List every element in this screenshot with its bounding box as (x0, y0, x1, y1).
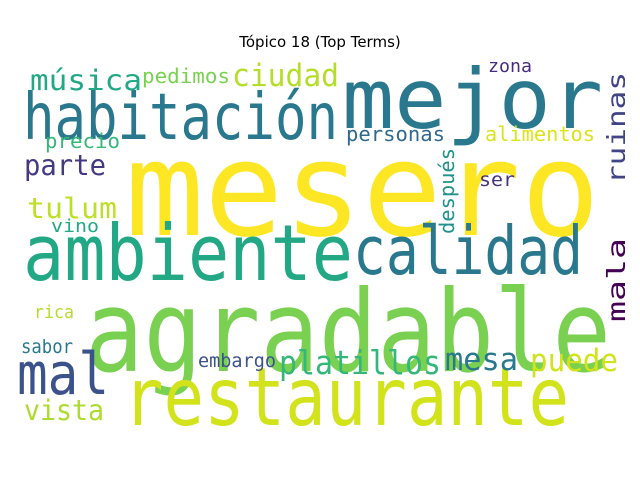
word-28: ser (479, 169, 515, 191)
word-7: calidad (353, 212, 583, 290)
word-29: zona (488, 58, 532, 77)
word-16: vista (24, 393, 104, 427)
word-27: rica (34, 303, 74, 323)
word-13: mala (602, 238, 625, 322)
word-26: vino (51, 217, 99, 237)
word-22: pedimos (142, 64, 230, 88)
word-20: alimentos (485, 122, 595, 146)
word-17: tulum (27, 191, 117, 225)
word-19: personas (346, 122, 445, 146)
word-14: mesa (445, 342, 518, 378)
word-8: mal (17, 340, 109, 408)
word-25: sabor (21, 336, 73, 358)
word-6: restaurante (123, 351, 569, 433)
word-15: puede (530, 343, 618, 379)
word-5: habitación (23, 80, 338, 155)
word-4: ambiente (23, 209, 353, 299)
word-cloud: mesero agradable mejor ambiente habitación re… (17, 58, 625, 432)
word-11: música (30, 63, 142, 97)
chart-title: Tópico 18 (Top Terms) (239, 33, 401, 51)
word-10: ciudad (232, 58, 339, 94)
word-12: ruinas (602, 72, 625, 184)
word-23: después (435, 148, 459, 234)
word-24: embargo (198, 350, 276, 372)
word-18: parte (24, 148, 106, 182)
word-21: precio (45, 129, 120, 153)
word-2: agradable (85, 266, 611, 398)
word-1: mesero (125, 113, 600, 266)
word-9: platillos (279, 343, 441, 382)
word-3: mejor (342, 58, 603, 148)
